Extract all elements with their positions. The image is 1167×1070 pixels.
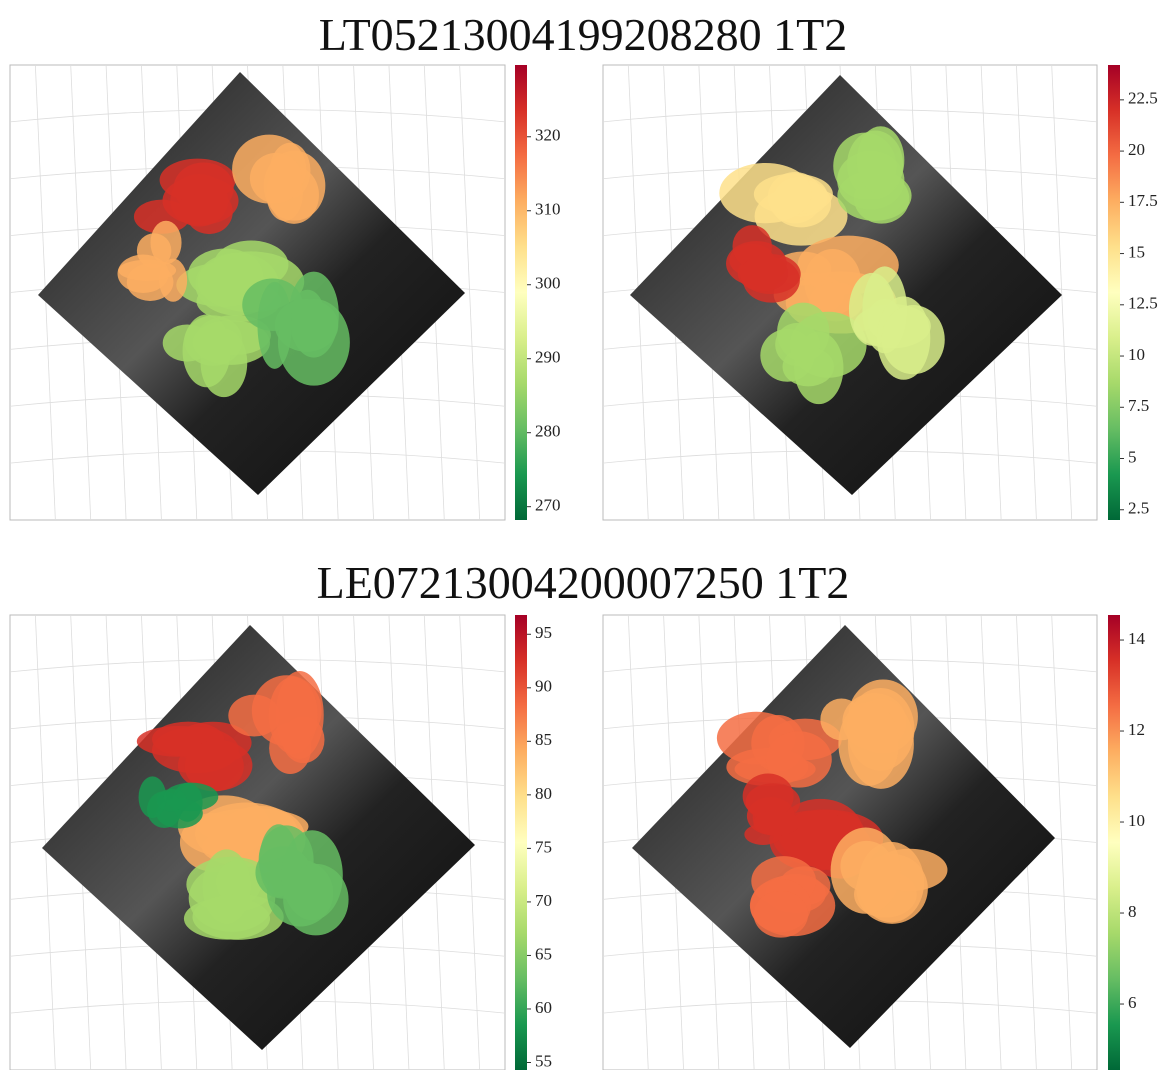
colorbar-tick-label: 14 (1128, 629, 1146, 648)
map-panel: 2.5 5 7.5 10 12.5 15 17.5 20 22.5 (603, 65, 1158, 520)
colorbar-tick-label: 17.5 (1128, 191, 1158, 210)
data-patch (777, 303, 829, 362)
colorbar-tick-label: 95 (535, 623, 552, 642)
colorbar-tick-label: 22.5 (1128, 89, 1158, 108)
data-patch (754, 891, 809, 938)
colorbar (515, 615, 527, 1070)
colorbar (515, 65, 527, 520)
colorbar-tick-label: 2.5 (1128, 499, 1149, 518)
colorbar-tick-label: 10 (1128, 345, 1145, 364)
data-patch (150, 221, 181, 265)
data-patch (164, 783, 218, 812)
map-panel: 270 280 290 300 310 320 (10, 65, 561, 520)
data-patch (183, 314, 231, 387)
figure: LT05213004199208280 1T2 LE07213004200007… (0, 0, 1167, 1070)
data-patch (139, 776, 167, 818)
data-patch (882, 305, 945, 374)
colorbar-tick-label: 85 (535, 730, 552, 749)
data-patch (283, 864, 348, 936)
row-title: LT05213004199208280 1T2 (319, 9, 848, 60)
data-patch (269, 677, 318, 754)
data-patch (753, 810, 799, 836)
data-patch (118, 260, 176, 281)
data-patch (250, 153, 302, 203)
colorbar-tick-label: 320 (535, 126, 561, 145)
data-patch (740, 254, 801, 294)
data-patch (831, 828, 901, 914)
colorbar-tick-label: 6 (1128, 993, 1137, 1012)
colorbar-tick-label: 7.5 (1128, 396, 1149, 415)
data-patch (857, 126, 904, 194)
colorbar-tick-label: 60 (535, 998, 552, 1017)
colorbar-tick-label: 80 (535, 784, 552, 803)
colorbar-tick-label: 70 (535, 891, 552, 910)
data-patch (185, 190, 232, 234)
colorbar-tick-label: 270 (535, 496, 561, 515)
colorbar (1108, 65, 1120, 520)
colorbar-tick-label: 290 (535, 348, 561, 367)
colorbar-tick-label: 90 (535, 677, 552, 696)
colorbar-tick-label: 10 (1128, 811, 1145, 830)
colorbar-tick-label: 280 (535, 422, 561, 441)
colorbar-tick-label: 12.5 (1128, 294, 1158, 313)
colorbar-tick-label: 12 (1128, 720, 1145, 739)
colorbar-tick-label: 75 (535, 837, 552, 856)
colorbar-tick-label: 15 (1128, 242, 1145, 261)
colorbar (1108, 615, 1120, 1070)
data-patch (289, 272, 339, 358)
colorbar-tick-label: 65 (535, 944, 552, 963)
map-panel: 6 8 10 12 14 (603, 615, 1146, 1070)
colorbar-tick-label: 5 (1128, 447, 1137, 466)
row-title: LE07213004200007250 1T2 (317, 557, 850, 608)
data-patch (719, 163, 812, 223)
colorbar-tick-label: 20 (1128, 140, 1145, 159)
colorbar-tick-label: 55 (535, 1051, 552, 1070)
colorbar-tick-label: 8 (1128, 902, 1137, 921)
colorbar-tick-label: 310 (535, 200, 561, 219)
map-panel: 55 60 65 70 75 80 85 90 95 (10, 615, 552, 1070)
colorbar-tick-label: 300 (535, 274, 561, 293)
data-patch (838, 702, 898, 786)
data-patch (258, 282, 292, 369)
